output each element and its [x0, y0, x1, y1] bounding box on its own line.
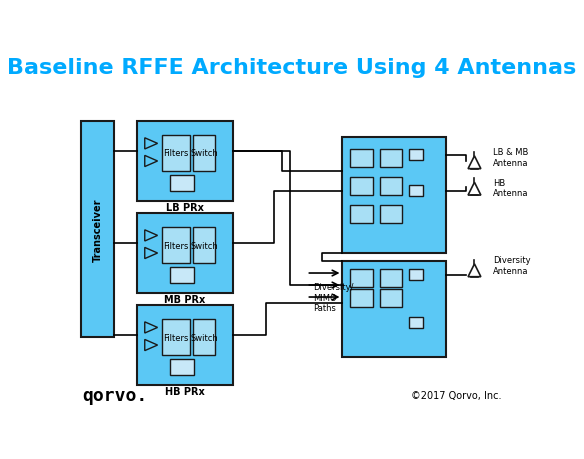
Bar [162, 136, 190, 171]
Bar [342, 262, 446, 357]
Bar [350, 206, 373, 223]
Polygon shape [145, 340, 158, 351]
Text: MB PRx: MB PRx [164, 295, 206, 305]
Bar [380, 150, 402, 167]
Polygon shape [468, 264, 481, 277]
Text: HB PRx: HB PRx [165, 386, 204, 397]
Bar [193, 136, 215, 171]
Bar [380, 289, 402, 307]
Text: Filters: Filters [164, 333, 189, 342]
Bar [193, 320, 215, 355]
Bar [171, 268, 194, 284]
Polygon shape [145, 139, 158, 150]
Text: Diversity/
MIMO
Paths: Diversity/ MIMO Paths [313, 282, 353, 312]
Bar [162, 320, 190, 355]
Bar [409, 185, 423, 197]
Bar [350, 150, 373, 167]
Bar [171, 176, 194, 192]
Bar [193, 228, 215, 263]
Polygon shape [145, 248, 158, 259]
Text: Transceiver: Transceiver [92, 198, 103, 261]
Polygon shape [468, 157, 481, 169]
Text: LB & MB
Antenna: LB & MB Antenna [493, 148, 529, 168]
Text: Switch: Switch [190, 149, 218, 158]
Bar [171, 360, 194, 375]
Bar [409, 150, 423, 161]
Bar [350, 269, 373, 287]
Text: HB
Antenna: HB Antenna [493, 178, 529, 198]
Bar [380, 178, 402, 195]
Text: Baseline RFFE Architecture Using 4 Antennas: Baseline RFFE Architecture Using 4 Anten… [8, 58, 576, 78]
Text: Filters: Filters [164, 241, 189, 250]
Text: ©2017 Qorvo, Inc.: ©2017 Qorvo, Inc. [411, 391, 502, 401]
Bar [162, 228, 190, 263]
Polygon shape [145, 156, 158, 167]
Bar [380, 269, 402, 287]
Bar [350, 289, 373, 307]
Bar [81, 122, 114, 337]
Text: Switch: Switch [190, 333, 218, 342]
Bar [137, 122, 233, 202]
Polygon shape [468, 183, 481, 196]
Bar [137, 305, 233, 385]
Bar [409, 269, 423, 280]
Bar [409, 317, 423, 329]
Bar [350, 178, 373, 195]
Text: LB PRx: LB PRx [166, 203, 204, 213]
Text: Filters: Filters [164, 149, 189, 158]
Bar [380, 206, 402, 223]
Polygon shape [145, 230, 158, 241]
Text: Diversity
Antenna: Diversity Antenna [493, 256, 530, 275]
Text: Switch: Switch [190, 241, 218, 250]
Polygon shape [145, 322, 158, 333]
Text: qorvo.: qorvo. [82, 386, 148, 404]
Bar [342, 138, 446, 253]
Bar [137, 213, 233, 293]
